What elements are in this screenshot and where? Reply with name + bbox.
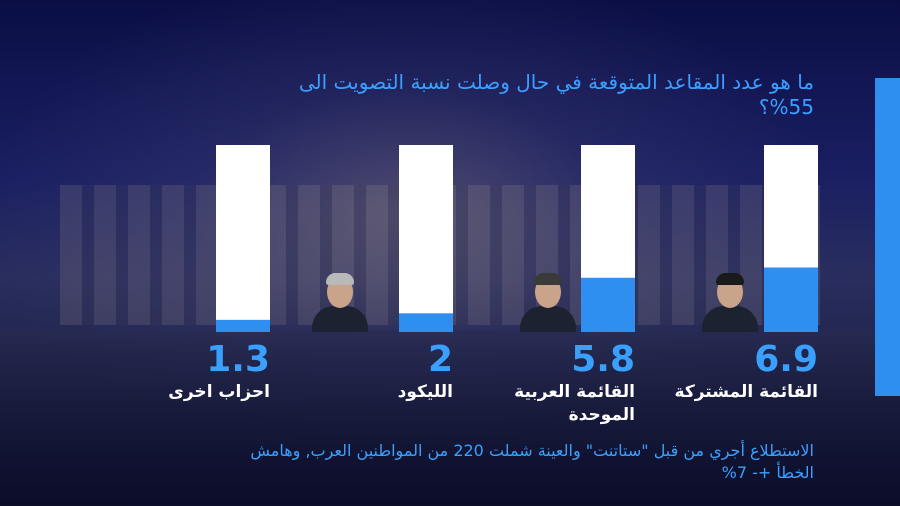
bar-fill: [764, 267, 818, 332]
portrait-icon: [700, 270, 760, 332]
portrait-icon: [518, 270, 578, 332]
category-label: احزاب اخرى: [168, 382, 270, 402]
bar-fill: [216, 319, 270, 332]
category-label: القائمة العربية الموحدة: [514, 382, 635, 425]
category-label: الليكود: [397, 382, 453, 402]
portrait-icon: [310, 270, 370, 332]
accent-side-bar: [875, 78, 900, 396]
plaza-ground: [0, 330, 900, 506]
bar-fill: [581, 277, 635, 332]
data-label: 6.9: [754, 339, 818, 380]
data-label: 1.3: [206, 339, 270, 380]
category-label: القائمة المشتركة: [674, 382, 818, 402]
chart-title: ما هو عدد المقاعد المتوقعة في حال وصلت ن…: [298, 70, 814, 119]
bar-track: [399, 145, 453, 332]
bar-track: [216, 145, 270, 332]
data-label: 2: [427, 339, 453, 380]
bar-fill: [399, 313, 453, 332]
data-label: 5.8: [571, 339, 635, 380]
poll-footnote: الاستطلاع أجري من قبل "ستاتنت" والعينة ش…: [250, 441, 814, 482]
